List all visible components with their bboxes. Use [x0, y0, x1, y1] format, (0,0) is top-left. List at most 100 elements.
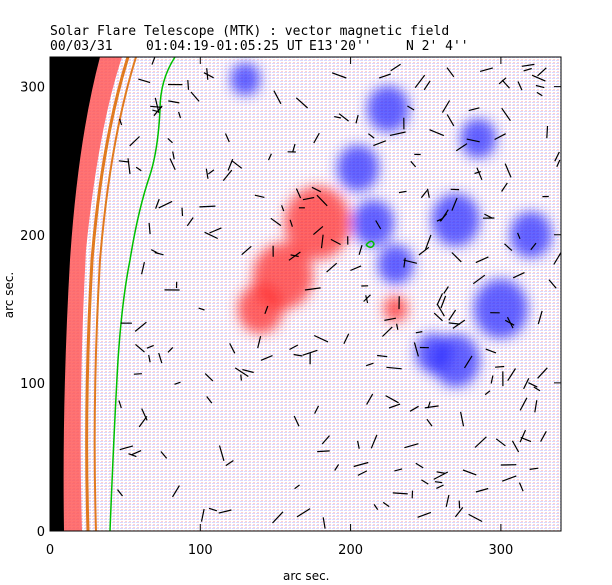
field-vector: [504, 243, 513, 252]
field-vector: [141, 408, 148, 421]
field-vector: [519, 397, 528, 411]
field-vector: [415, 331, 423, 334]
plot-frame: [49, 56, 562, 532]
field-vector: [410, 160, 417, 168]
field-vector: [138, 78, 151, 84]
negative-polarity-region: [431, 193, 480, 247]
field-vector: [373, 504, 379, 510]
y-axis-label: arc sec.: [2, 272, 16, 318]
field-vector: [475, 256, 489, 264]
field-vector: [155, 198, 160, 209]
field-vector: [135, 166, 142, 172]
field-vector: [377, 354, 388, 358]
field-vector: [119, 118, 123, 126]
field-vector: [434, 481, 443, 484]
field-vector: [440, 295, 447, 309]
x-tick-label: 300: [488, 543, 513, 558]
observation-date: 00/03/31: [50, 39, 113, 54]
field-vector: [209, 227, 222, 234]
field-vector: [403, 257, 406, 268]
field-vector: [463, 355, 473, 369]
field-vector: [537, 367, 548, 379]
field-vector: [394, 468, 403, 472]
field-vector: [187, 80, 190, 90]
field-vector: [334, 464, 340, 471]
field-vector: [421, 479, 429, 485]
field-vector: [128, 453, 137, 458]
field-vector: [118, 160, 130, 163]
field-vector: [518, 482, 524, 492]
field-vector: [446, 114, 455, 127]
field-vector: [494, 133, 506, 141]
observation-time: 01:04:19-01:05:25 UT: [146, 39, 303, 54]
field-vector: [288, 251, 301, 261]
field-vector: [523, 67, 532, 72]
field-vector: [373, 140, 387, 147]
field-vector: [451, 197, 458, 211]
field-vector: [446, 67, 455, 78]
field-vector: [357, 470, 368, 476]
field-vector: [151, 57, 156, 65]
field-vector: [148, 354, 151, 363]
field-vector: [504, 319, 515, 326]
field-vector: [427, 401, 431, 409]
field-vector: [386, 366, 402, 370]
field-vector: [436, 471, 446, 474]
y-tick-label: 300: [20, 81, 45, 96]
field-vector: [203, 72, 214, 79]
field-vector: [553, 252, 561, 265]
field-vector: [321, 435, 330, 445]
field-vector: [148, 222, 151, 235]
field-vector: [353, 461, 369, 468]
field-vector: [296, 508, 311, 518]
field-vector: [466, 138, 480, 143]
field-vector: [521, 63, 535, 67]
y-tick-label: 200: [20, 229, 45, 244]
field-vector: [316, 194, 328, 207]
field-vector: [530, 242, 537, 251]
field-vector: [445, 494, 450, 508]
field-vector: [320, 234, 324, 249]
field-vector: [322, 517, 326, 529]
field-vector: [289, 219, 293, 227]
field-vector: [254, 194, 265, 198]
field-vector: [396, 323, 399, 330]
field-vector: [134, 321, 147, 332]
field-vector: [423, 80, 431, 91]
field-vector: [338, 113, 349, 122]
field-vector: [433, 312, 443, 322]
field-vector: [460, 411, 465, 427]
field-vector: [462, 469, 477, 476]
field-vector: [313, 132, 320, 144]
field-vector: [204, 231, 218, 240]
field-vector: [331, 72, 347, 79]
field-vector: [207, 169, 215, 175]
field-vector: [536, 91, 543, 97]
negative-polarity-region: [352, 199, 395, 247]
field-vector: [436, 484, 444, 489]
positive-polarity-region: [237, 284, 283, 334]
field-vector: [326, 262, 338, 273]
field-vector: [281, 205, 285, 212]
field-vector: [224, 133, 230, 143]
field-vector: [546, 125, 549, 139]
field-vector: [200, 508, 205, 522]
field-vector: [199, 205, 216, 208]
field-vector: [417, 511, 432, 518]
field-vector: [168, 100, 180, 104]
field-vector: [330, 238, 341, 246]
field-vector: [433, 471, 449, 480]
field-vector: [426, 188, 430, 198]
field-vector: [127, 158, 131, 175]
field-vector: [474, 171, 481, 175]
field-vector: [426, 418, 433, 427]
field-vector: [451, 252, 462, 263]
field-vector: [366, 393, 374, 405]
field-vector: [443, 286, 449, 294]
field-vector: [178, 111, 182, 119]
field-vector: [365, 362, 374, 367]
field-vector: [392, 492, 408, 495]
polarity-regions: [230, 62, 552, 388]
field-vector: [436, 217, 443, 222]
field-vector: [436, 304, 445, 317]
